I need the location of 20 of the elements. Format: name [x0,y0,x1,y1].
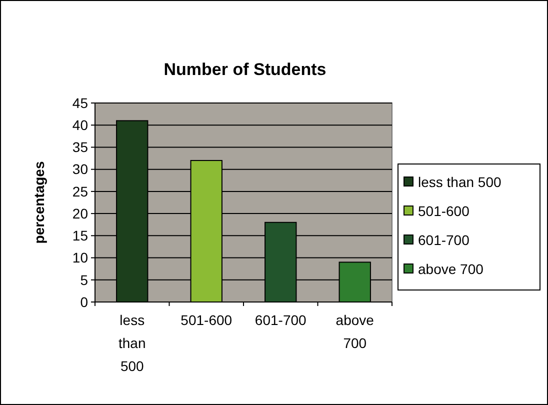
y-axis-title: percentages [31,161,47,244]
legend-label: less than 500 [418,174,502,190]
y-tick-label: 30 [72,161,88,178]
y-tick-label: 40 [72,117,88,134]
y-tick-label: 15 [72,228,88,244]
y-tick-label: 0 [80,294,88,310]
x-tick-label: less than 500 [118,312,146,374]
x-tick-label: above 700 [336,312,374,351]
legend-label: above 700 [418,260,484,277]
y-tick-label: 20 [72,205,88,222]
x-tick-label: 601-700 [254,312,307,328]
y-tick-label: 25 [72,183,88,200]
legend-label: 501-600 [418,202,470,219]
legend-label: 601-700 [418,232,470,248]
y-tick-label: 10 [72,250,88,266]
x-tick-label: 501-600 [180,312,232,328]
y-tick-label: 5 [80,272,88,288]
y-tick-label: 45 [72,94,88,111]
chart-title: Number of Students [164,60,326,79]
y-tick-label: 35 [72,139,88,156]
